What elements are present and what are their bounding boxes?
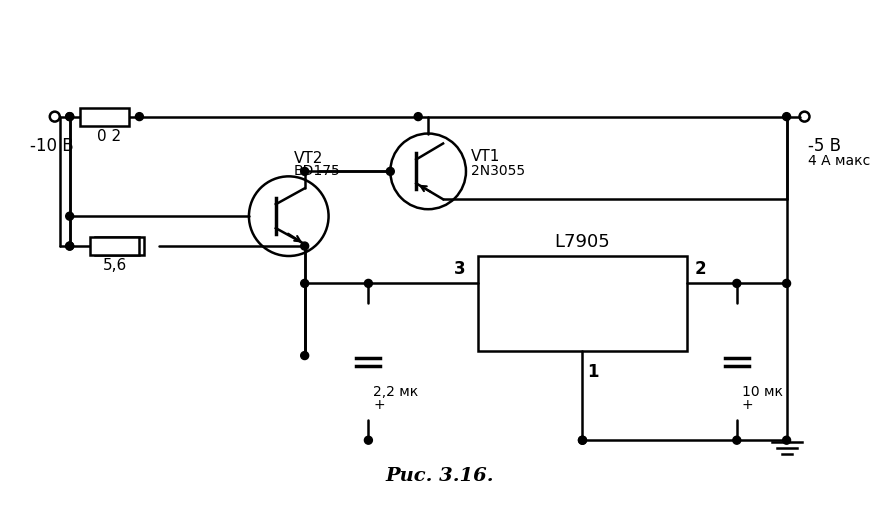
Circle shape bbox=[782, 279, 790, 287]
Text: VT2: VT2 bbox=[294, 151, 323, 166]
Text: BD175: BD175 bbox=[294, 164, 341, 179]
Text: 10 мк: 10 мк bbox=[742, 384, 782, 399]
Circle shape bbox=[65, 242, 73, 250]
Circle shape bbox=[733, 279, 741, 287]
Text: -10 В: -10 В bbox=[30, 137, 73, 154]
Text: L7905: L7905 bbox=[555, 233, 611, 251]
Text: 4 А макс: 4 А макс bbox=[809, 154, 871, 168]
Circle shape bbox=[135, 112, 143, 121]
Circle shape bbox=[387, 167, 395, 175]
Circle shape bbox=[65, 242, 73, 250]
Circle shape bbox=[414, 112, 422, 121]
Text: VT1: VT1 bbox=[471, 149, 500, 164]
Circle shape bbox=[579, 436, 587, 444]
Text: +: + bbox=[373, 398, 385, 412]
Circle shape bbox=[365, 436, 373, 444]
Text: 1: 1 bbox=[588, 363, 599, 380]
Circle shape bbox=[782, 436, 790, 444]
Text: +: + bbox=[742, 398, 753, 412]
Circle shape bbox=[733, 436, 741, 444]
FancyBboxPatch shape bbox=[89, 237, 140, 255]
Circle shape bbox=[301, 279, 309, 287]
Circle shape bbox=[65, 112, 73, 121]
Text: 2: 2 bbox=[695, 261, 706, 279]
Circle shape bbox=[301, 167, 309, 175]
Text: 2,2 мк: 2,2 мк bbox=[373, 384, 419, 399]
Circle shape bbox=[579, 436, 587, 444]
Text: -5 В: -5 В bbox=[809, 137, 842, 154]
Circle shape bbox=[65, 112, 73, 121]
Text: 3: 3 bbox=[454, 261, 466, 279]
Text: 0 2: 0 2 bbox=[97, 128, 121, 143]
Circle shape bbox=[301, 242, 309, 250]
Text: 5,6: 5,6 bbox=[103, 258, 127, 273]
Circle shape bbox=[65, 212, 73, 220]
Circle shape bbox=[782, 112, 790, 121]
Text: Рис. 3.16.: Рис. 3.16. bbox=[386, 467, 495, 485]
Circle shape bbox=[301, 351, 309, 360]
FancyBboxPatch shape bbox=[478, 256, 687, 350]
FancyBboxPatch shape bbox=[95, 237, 144, 255]
Circle shape bbox=[365, 279, 373, 287]
Text: 2N3055: 2N3055 bbox=[471, 165, 525, 179]
FancyBboxPatch shape bbox=[80, 108, 129, 125]
